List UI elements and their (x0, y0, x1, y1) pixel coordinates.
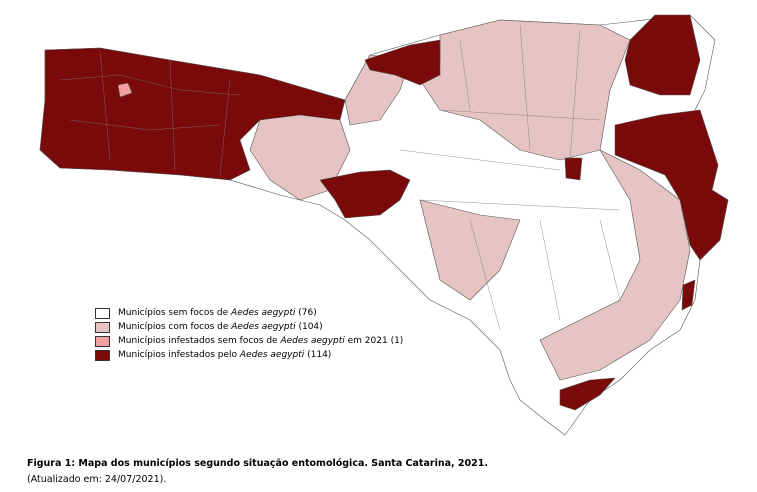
legend-item: Municípios infestados pelo Aedes aegypti… (95, 348, 403, 362)
legend-item: Municípios com focos de Aedes aegypti (1… (95, 320, 403, 334)
region-with-foci (419, 199, 521, 301)
label-italic: Aedes aegypti (231, 308, 296, 318)
label-italic: Aedes aegypti (239, 350, 305, 360)
region-infested (364, 39, 441, 86)
region-infested (559, 377, 616, 411)
swatch (95, 321, 110, 333)
municipal-borders (59, 24, 621, 331)
region-infested (39, 47, 346, 181)
label: Municípios infestados sem focos de (118, 336, 281, 346)
region-infested (564, 157, 583, 181)
region-infested (319, 169, 411, 219)
swatch (95, 349, 110, 361)
region-infested-no-foci (117, 82, 133, 98)
swatch (95, 335, 110, 347)
label: (76) (295, 308, 317, 318)
caption: Figura 1: Mapa dos municípios segundo si… (27, 458, 488, 485)
label: Municípios sem focos de (118, 308, 232, 318)
swatch (95, 307, 110, 319)
label-italic: Aedes aegypti (231, 322, 296, 332)
legend-item: Municípios infestados sem focos de Aedes… (95, 334, 403, 348)
label: Municípios com focos de (118, 322, 232, 332)
label: em 2021 (1) (344, 336, 404, 346)
label: (114) (304, 350, 332, 360)
label: (104) (295, 322, 323, 332)
legend: Municípios sem focos de ​Aedes aegypti (… (95, 306, 403, 362)
region-infested (614, 109, 729, 261)
legend-item: Municípios sem focos de ​Aedes aegypti (… (95, 306, 403, 320)
label-italic: Aedes aegypti (280, 336, 345, 346)
region-infested (681, 279, 696, 311)
region-infested (624, 14, 701, 96)
caption-title: Figura 1: Mapa dos municípios segundo si… (27, 458, 488, 469)
caption-note: (Atualizado em: 24/07/2021). (27, 474, 167, 485)
label: Municípios infestados pelo (118, 350, 240, 360)
